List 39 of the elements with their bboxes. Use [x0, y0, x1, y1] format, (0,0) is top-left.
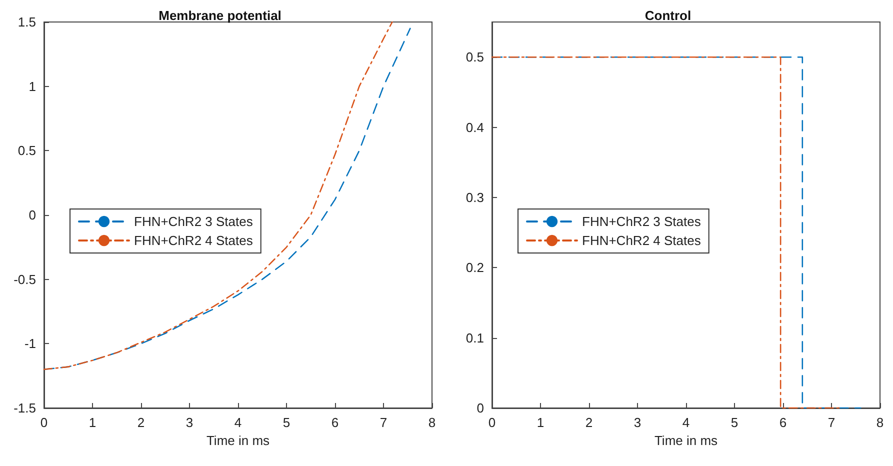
x-tick-label: 1	[536, 415, 544, 430]
x-tick-label: 2	[137, 415, 145, 430]
y-tick-label: 0	[476, 400, 484, 416]
x-tick-label: 1	[88, 415, 96, 430]
x-axis-title: Time in ms	[206, 433, 270, 448]
y-tick-label: 0	[28, 208, 36, 222]
x-tick-label: 3	[186, 415, 194, 430]
y-tick-label: 0.5	[466, 50, 484, 65]
x-tick-label: 0	[488, 415, 496, 430]
y-tick-label: -1	[24, 336, 36, 352]
x-tick-label: 6	[331, 415, 339, 430]
y-tick-label: 1.5	[18, 14, 36, 30]
x-tick-label: 2	[585, 415, 593, 430]
y-tick-label: 0.5	[18, 143, 36, 158]
y-tick-label: 1	[28, 78, 36, 94]
y-tick-label: 0.3	[466, 190, 484, 205]
x-tick-label: 6	[779, 415, 787, 430]
legend-label: FHN+ChR2 4 States	[134, 233, 254, 248]
x-tick-label: 7	[828, 415, 836, 430]
x-tick-label: 3	[634, 415, 642, 430]
legend-label: FHN+ChR2 3 States	[134, 214, 254, 229]
y-tick-label: 0.2	[466, 260, 484, 276]
chart-title: Membrane potential	[158, 8, 282, 23]
x-tick-label: 4	[234, 415, 242, 430]
x-tick-label: 5	[730, 415, 738, 430]
x-tick-label: 8	[876, 415, 884, 430]
legend-label: FHN+ChR2 4 States	[582, 233, 702, 248]
x-tick-label: 0	[40, 415, 48, 430]
x-axis-title: Time in ms	[654, 433, 718, 448]
y-tick-label: -1.5	[14, 400, 36, 416]
y-tick-label: -0.5	[14, 272, 36, 287]
x-tick-label: 8	[428, 415, 436, 430]
chart-title: Control	[644, 8, 692, 23]
x-tick-label: 7	[380, 415, 388, 430]
y-tick-label: 0.4	[466, 120, 484, 135]
y-tick-label: 0.1	[466, 330, 484, 346]
legend-label: FHN+ChR2 3 States	[582, 214, 702, 229]
x-tick-label: 5	[282, 415, 290, 430]
x-tick-label: 4	[682, 415, 690, 430]
